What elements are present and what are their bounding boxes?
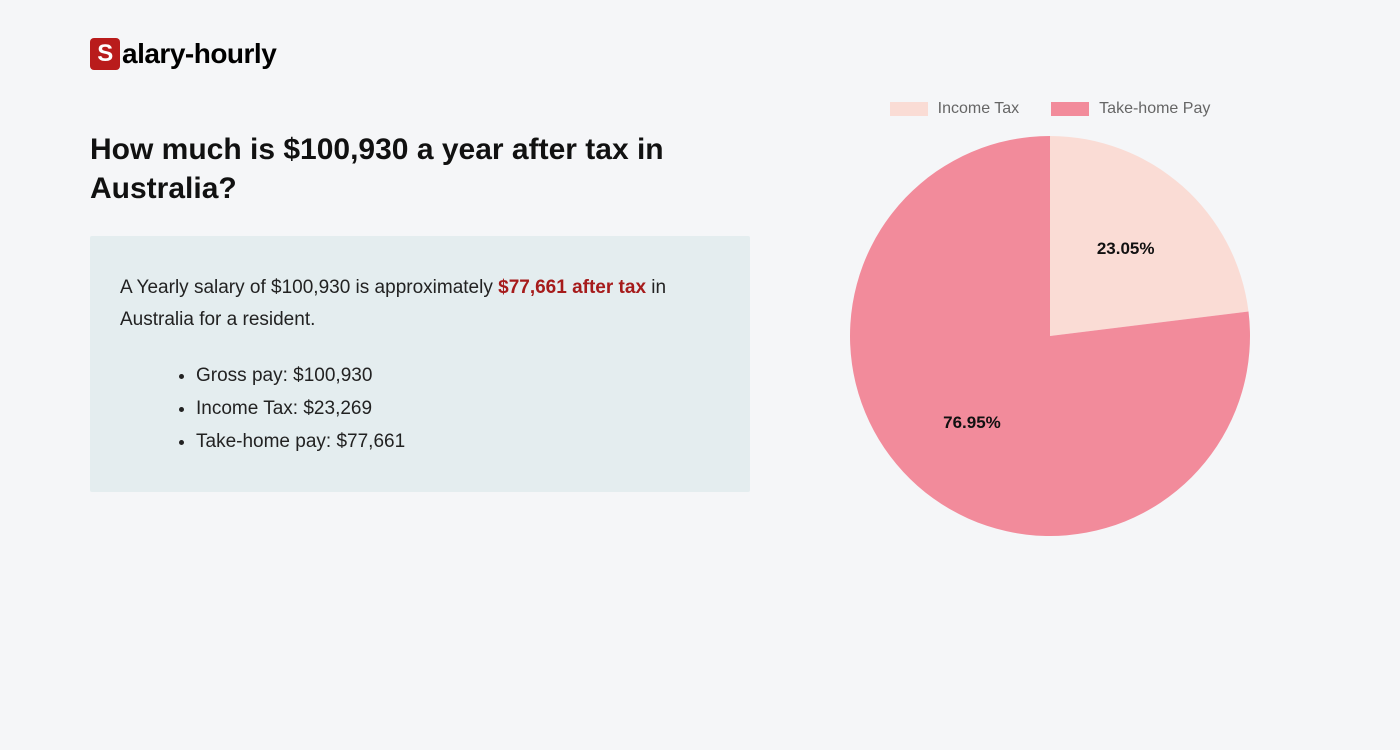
logo-text: alary-hourly [122,38,276,70]
breakdown-list: Gross pay: $100,930 Income Tax: $23,269 … [120,359,720,459]
legend-swatch [1051,102,1089,116]
page-title: How much is $100,930 a year after tax in… [90,130,710,208]
legend-label: Take-home Pay [1099,100,1210,118]
legend-item-takehome: Take-home Pay [1051,100,1210,118]
summary-panel: A Yearly salary of $100,930 is approxima… [90,236,750,492]
legend-label: Income Tax [938,100,1020,118]
list-item: Income Tax: $23,269 [196,392,720,425]
list-item: Gross pay: $100,930 [196,359,720,392]
logo-badge: S [90,38,120,70]
site-logo: Salary-hourly [90,38,276,70]
summary-prefix: A Yearly salary of $100,930 is approxima… [120,277,498,298]
pie-chart-region: Income Tax Take-home Pay 23.05% 76.95% [820,100,1280,536]
slice-label-income-tax: 23.05% [1097,239,1155,259]
summary-highlight: $77,661 after tax [498,277,646,298]
legend-item-income-tax: Income Tax [890,100,1020,118]
legend-swatch [890,102,928,116]
slice-label-takehome: 76.95% [943,413,1001,433]
chart-legend: Income Tax Take-home Pay [820,100,1280,118]
pie-svg [850,136,1250,536]
list-item: Take-home pay: $77,661 [196,425,720,458]
pie-chart: 23.05% 76.95% [850,136,1250,536]
summary-sentence: A Yearly salary of $100,930 is approxima… [120,272,720,337]
